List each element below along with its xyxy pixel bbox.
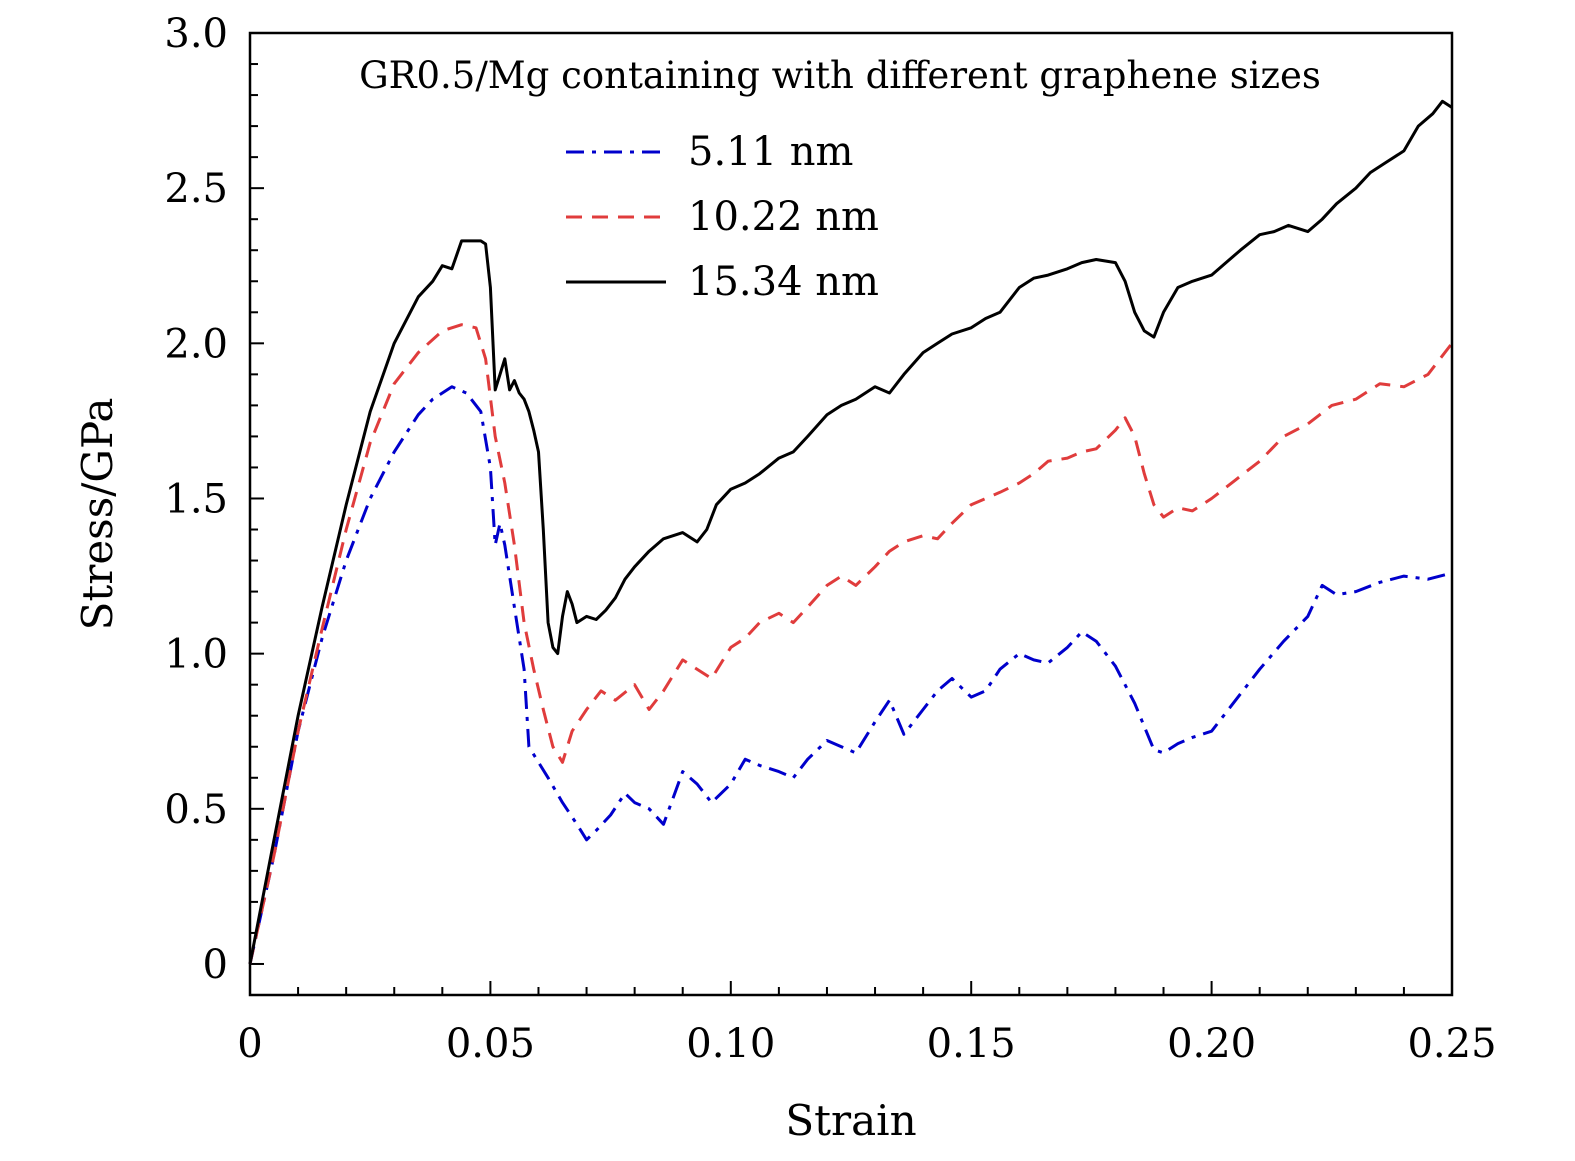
y-tick-label: 2.0 bbox=[164, 321, 228, 367]
x-axis-title: Strain bbox=[785, 1096, 916, 1145]
tick-labels: 0 0.05 0.10 0.15 0.20 0.25 0 0.5 1.0 1.5 2.0 2.5 3.0 bbox=[164, 11, 1496, 1067]
axis-ticks bbox=[249, 32, 1453, 995]
x-tick-label: 0.25 bbox=[1407, 1021, 1496, 1067]
y-axis-title: Stress/GPa bbox=[73, 398, 122, 631]
x-tick-label: 0.05 bbox=[446, 1021, 535, 1067]
series-lines bbox=[248, 99, 1454, 965]
x-tick-label: 0.20 bbox=[1167, 1021, 1256, 1067]
series-line-2 bbox=[248, 323, 1454, 965]
legend-label: 10.22 nm bbox=[688, 194, 879, 240]
legend-label: 5.11 nm bbox=[688, 129, 853, 175]
y-tick-label: 1.0 bbox=[164, 632, 228, 678]
y-tick-label: 3.0 bbox=[164, 11, 228, 57]
y-tick-label: 2.5 bbox=[164, 166, 228, 212]
x-tick-label: 0 bbox=[237, 1021, 262, 1067]
x-tick-label: 0.15 bbox=[927, 1021, 1016, 1067]
legend-label: 15.34 nm bbox=[688, 259, 879, 305]
y-tick-label: 0.5 bbox=[164, 787, 228, 833]
x-tick-label: 0.10 bbox=[686, 1021, 775, 1067]
series-line-3 bbox=[248, 99, 1453, 965]
plot-frame bbox=[248, 31, 1454, 997]
series-line-1 bbox=[248, 385, 1453, 965]
legend: 5.11 nm 10.22 nm 15.34 nm bbox=[566, 129, 879, 305]
chart-annotation: GR0.5/Mg containing with different graph… bbox=[359, 54, 1321, 97]
y-tick-label: 0 bbox=[203, 942, 228, 988]
y-tick-label: 1.5 bbox=[164, 476, 228, 522]
